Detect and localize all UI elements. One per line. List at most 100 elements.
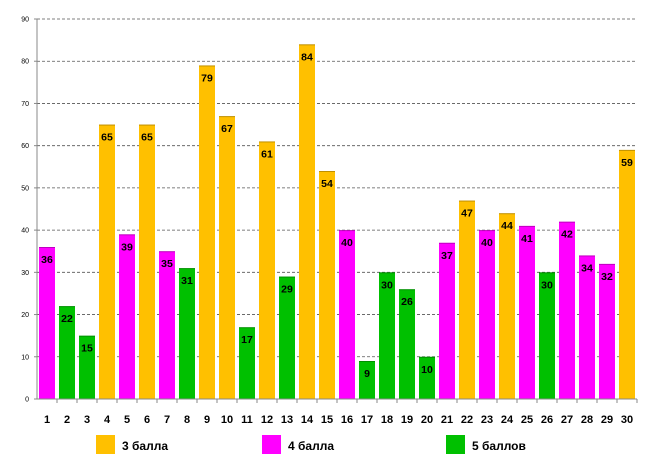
data-label: 44	[501, 220, 513, 232]
x-tick-label: 6	[144, 414, 150, 426]
bar	[459, 200, 475, 399]
legend-swatch	[96, 435, 115, 454]
bar	[219, 116, 235, 399]
data-label: 32	[601, 271, 613, 283]
y-tick-label: 60	[21, 143, 29, 150]
x-tick-label: 4	[104, 414, 111, 426]
data-label: 59	[621, 157, 633, 169]
data-label: 15	[81, 343, 93, 355]
legend-label: 3 балла	[122, 439, 168, 453]
x-tick-label: 12	[261, 414, 273, 426]
bar	[539, 272, 555, 399]
y-tick-label: 80	[21, 59, 29, 66]
y-tick-label: 10	[21, 354, 29, 361]
axes	[36, 19, 637, 400]
bar	[159, 251, 175, 399]
bar	[59, 306, 75, 399]
bar	[139, 124, 155, 400]
x-tick-label: 30	[621, 414, 633, 426]
x-tick-label: 27	[561, 414, 573, 426]
bar	[119, 234, 135, 399]
x-tick-label: 25	[521, 414, 533, 426]
x-tick-label: 29	[601, 414, 613, 426]
y-tick-label: 0	[25, 397, 29, 404]
x-tick-label: 2	[64, 414, 70, 426]
x-tick-label: 21	[441, 414, 453, 426]
x-tick-label: 26	[541, 414, 553, 426]
data-label: 61	[261, 148, 273, 160]
x-tick-label: 18	[381, 414, 393, 426]
y-tick-label: 90	[21, 17, 29, 24]
data-label: 34	[581, 262, 593, 274]
bar	[259, 141, 275, 399]
bar	[599, 263, 615, 399]
legend-label: 5 баллов	[472, 439, 526, 453]
x-tick-label: 13	[281, 414, 293, 426]
bar	[379, 272, 395, 399]
x-tick-label: 10	[221, 414, 233, 426]
grid-lines	[37, 18, 637, 358]
bar	[439, 242, 455, 399]
data-label: 40	[341, 237, 353, 249]
data-label: 40	[481, 237, 493, 249]
x-tick-label: 22	[461, 414, 473, 426]
data-labels: 36 22 15 65 39 65 35 31 79 67 17 61 29 84 54 40 9 30 26 10 3…	[41, 51, 633, 380]
data-label: 65	[141, 132, 153, 144]
bar	[179, 268, 195, 399]
x-axis-ticks: 1 2 3 4 5 6 7 8 9 10 11 12 13 14 15 16 17 18 19 20 21 22 23 24 2…	[44, 399, 638, 426]
x-tick-label: 28	[581, 414, 593, 426]
x-tick-label: 24	[501, 414, 514, 426]
data-label: 17	[241, 334, 253, 346]
bar	[519, 225, 535, 399]
bar	[339, 230, 355, 399]
x-tick-label: 14	[301, 414, 314, 426]
x-tick-label: 16	[341, 414, 353, 426]
x-tick-label: 15	[321, 414, 333, 426]
legend-label: 4 балла	[288, 439, 334, 453]
data-label: 35	[161, 258, 173, 270]
x-tick-label: 1	[44, 414, 50, 426]
bar	[419, 356, 435, 399]
bar	[479, 230, 495, 399]
y-tick-label: 40	[21, 228, 29, 235]
data-label: 41	[521, 233, 533, 245]
bar	[79, 335, 95, 399]
data-label: 42	[561, 229, 573, 241]
bar	[619, 149, 635, 399]
bar	[359, 361, 375, 399]
bars	[39, 44, 635, 400]
data-label: 37	[441, 250, 453, 262]
data-label: 30	[541, 279, 553, 291]
x-tick-label: 23	[481, 414, 493, 426]
bar	[499, 213, 515, 399]
y-tick-label: 50	[21, 185, 29, 192]
data-label: 22	[61, 313, 73, 325]
data-label: 54	[321, 178, 333, 190]
bar	[319, 171, 335, 399]
bar	[299, 44, 315, 399]
data-label: 31	[181, 275, 193, 287]
data-label: 29	[281, 284, 293, 296]
x-tick-label: 9	[204, 414, 210, 426]
y-tick-label: 70	[21, 101, 29, 108]
bar	[279, 276, 295, 399]
legend-swatch	[446, 435, 465, 454]
x-tick-label: 8	[184, 414, 190, 426]
data-label: 26	[401, 296, 413, 308]
bar	[239, 327, 255, 399]
x-tick-label: 5	[124, 414, 130, 426]
x-tick-label: 11	[241, 414, 253, 426]
bar	[559, 221, 575, 399]
bar	[199, 65, 215, 399]
bar	[39, 247, 55, 399]
x-tick-label: 20	[421, 414, 433, 426]
legend: 3 балла 4 балла 5 баллов	[96, 435, 526, 454]
data-label: 67	[221, 123, 233, 135]
x-tick-label: 3	[84, 414, 90, 426]
bar	[579, 255, 595, 399]
bar	[99, 124, 115, 400]
data-label: 65	[101, 132, 113, 144]
data-label: 36	[41, 254, 53, 266]
bar	[399, 289, 415, 399]
